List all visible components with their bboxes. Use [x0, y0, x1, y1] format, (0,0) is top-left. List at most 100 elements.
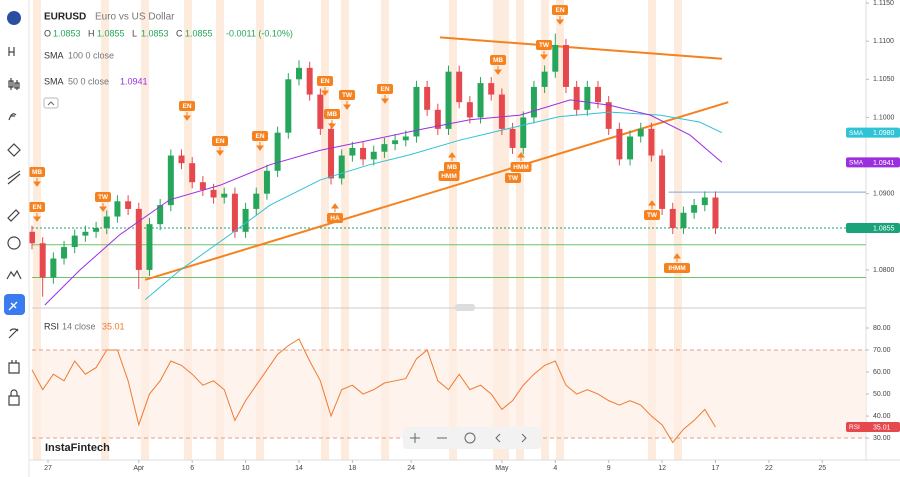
pattern-arrow	[183, 112, 191, 121]
scroll-right[interactable]	[521, 433, 527, 443]
x-tick-label: 24	[407, 465, 415, 472]
candle-body	[71, 235, 78, 248]
candle-body	[114, 201, 121, 217]
pattern-arrow	[33, 213, 41, 222]
candle-body	[231, 193, 238, 232]
candle-body	[627, 136, 634, 160]
candle-body	[669, 208, 676, 228]
signal-band	[449, 0, 457, 460]
pattern-tag	[95, 192, 111, 202]
tool-icon[interactable]	[7, 209, 20, 222]
flag-icon[interactable]	[7, 11, 21, 25]
candle-body	[221, 193, 228, 198]
pattern-label: EN	[182, 103, 191, 110]
tool-icon[interactable]	[6, 269, 22, 280]
candle-body	[701, 197, 708, 206]
tool-icon[interactable]	[7, 170, 21, 185]
rsi-value: 35.01	[102, 321, 125, 331]
candle-body	[167, 155, 174, 206]
collapse-icon	[47, 101, 55, 106]
candle-body	[691, 205, 698, 213]
zoom-controls	[403, 427, 541, 449]
tool-icon[interactable]	[8, 78, 20, 90]
candle-body	[285, 79, 292, 133]
candle-body	[680, 212, 687, 228]
price-badge	[846, 157, 900, 168]
candle-body	[360, 147, 367, 160]
pattern-tag	[212, 136, 228, 146]
pattern-tag	[664, 263, 690, 273]
reset[interactable]	[464, 432, 476, 444]
pattern-label: EN	[380, 86, 389, 93]
y-tick-label: 1.1150	[873, 0, 894, 7]
pattern-label: MB	[447, 164, 457, 171]
y-tick-label: 70.00	[873, 347, 891, 354]
signal-band	[256, 0, 264, 460]
x-tick-label: 10	[242, 465, 250, 472]
tool-icon[interactable]	[7, 143, 21, 157]
tool-icon[interactable]	[8, 328, 19, 339]
zoom-in[interactable]	[410, 433, 420, 443]
pattern-tag	[444, 162, 460, 172]
pane-handle	[455, 304, 475, 311]
pattern-arrow	[343, 101, 351, 110]
candle-body	[520, 117, 527, 148]
x-tick-label: 22	[765, 465, 773, 472]
price-badge	[846, 127, 900, 138]
candle-body	[445, 71, 452, 129]
indicator-value: 1.0941	[120, 76, 148, 86]
signal-band	[516, 0, 524, 460]
signal-band	[141, 0, 149, 460]
pattern-tag	[29, 167, 45, 177]
tool-icon[interactable]	[8, 360, 20, 374]
signal-band	[674, 0, 682, 460]
candle-body	[541, 71, 548, 87]
x-tick-label: 14	[295, 465, 303, 472]
scroll-left[interactable]	[495, 433, 501, 443]
candle-body	[370, 151, 377, 160]
pattern-arrow	[540, 51, 548, 60]
pattern-label: HMM	[513, 164, 529, 171]
rsi-name: RSI	[44, 321, 59, 331]
candle-body	[306, 67, 313, 95]
badge-name: SMA	[849, 160, 864, 167]
tool-icon[interactable]	[8, 113, 17, 121]
signal-bands	[33, 0, 682, 460]
pattern-arrow	[517, 152, 525, 161]
y-tick-label: 60.00	[873, 369, 891, 376]
y-tick-label: 40.00	[873, 413, 891, 420]
candle-body	[189, 163, 196, 183]
candle-body	[82, 231, 89, 236]
pattern-tag	[179, 101, 195, 111]
tool-icon[interactable]	[8, 389, 20, 406]
candle-body	[381, 144, 388, 152]
pattern-tag	[490, 55, 506, 65]
candle-body	[530, 86, 537, 118]
signal-band	[216, 0, 224, 460]
toolbar	[0, 0, 30, 477]
candle-body	[488, 83, 495, 95]
collapse-button[interactable]	[43, 97, 59, 109]
signal-band	[493, 0, 501, 460]
ohlc-value: 1.0855	[97, 28, 125, 38]
pattern-label: TW	[647, 212, 658, 219]
trendline	[144, 101, 729, 281]
pattern-label: HA	[330, 215, 340, 222]
candle-body	[424, 86, 431, 110]
x-tick-label: 17	[712, 465, 720, 472]
candle-body	[392, 140, 399, 145]
tool-icon[interactable]	[8, 47, 15, 56]
rsi-band	[32, 350, 866, 439]
candle-body	[125, 201, 132, 209]
pattern-arrow	[216, 147, 224, 156]
candle-body	[434, 109, 441, 129]
tool-icon[interactable]	[7, 236, 21, 250]
badge-value: 1.0980	[873, 130, 895, 137]
pattern-label: TW	[342, 92, 353, 99]
pattern-label: MB	[493, 57, 503, 64]
candle-body	[637, 128, 644, 137]
pattern-tag	[644, 210, 660, 220]
ohlc-value: 1.0853	[53, 28, 81, 38]
pattern-arrow	[321, 87, 329, 96]
